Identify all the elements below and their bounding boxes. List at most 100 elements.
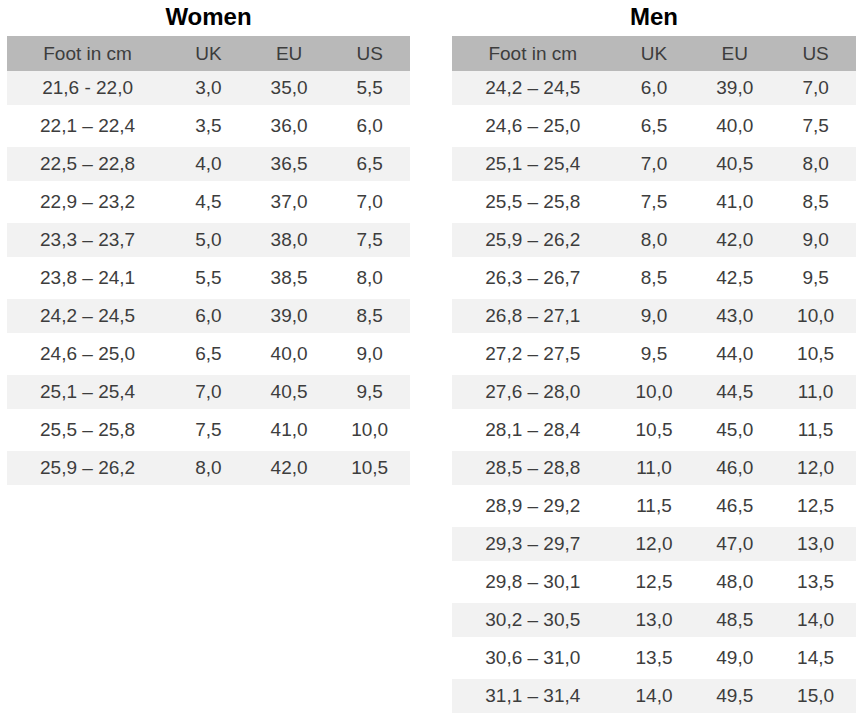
table-cell: 9,0 — [329, 337, 410, 375]
column-header-us: US — [775, 36, 856, 71]
table-cell: 30,6 – 31,0 — [452, 641, 614, 679]
table-cell: 7,0 — [329, 185, 410, 223]
table-header-row: Foot in cm UK EU US — [7, 36, 410, 71]
table-cell: 28,5 – 28,8 — [452, 451, 614, 489]
table-cell: 24,2 – 24,5 — [7, 299, 168, 337]
table-row: 25,1 – 25,47,040,58,0 — [452, 147, 856, 185]
table-cell: 7,5 — [168, 413, 249, 451]
table-cell: 43,0 — [694, 299, 775, 337]
table-row: 25,5 – 25,87,541,010,0 — [7, 413, 410, 451]
table-cell: 7,0 — [168, 375, 249, 413]
men-table-body: 24,2 – 24,56,039,07,024,6 – 25,06,540,07… — [452, 71, 856, 717]
table-cell: 6,0 — [168, 299, 249, 337]
women-table-body: 21,6 - 22,03,035,05,522,1 – 22,43,536,06… — [7, 71, 410, 489]
table-cell: 49,5 — [694, 679, 775, 717]
table-row: 30,6 – 31,013,549,014,5 — [452, 641, 856, 679]
table-cell: 40,0 — [249, 337, 330, 375]
column-header-foot-in-cm: Foot in cm — [452, 36, 614, 71]
table-row: 26,3 – 26,78,542,59,5 — [452, 261, 856, 299]
men-size-table: Foot in cm UK EU US 24,2 – 24,56,039,07,… — [452, 36, 856, 717]
table-cell: 45,0 — [694, 413, 775, 451]
table-cell: 8,0 — [775, 147, 856, 185]
table-cell: 25,1 – 25,4 — [452, 147, 614, 185]
table-cell: 14,5 — [775, 641, 856, 679]
table-cell: 49,0 — [694, 641, 775, 679]
table-cell: 27,6 – 28,0 — [452, 375, 614, 413]
table-cell: 22,5 – 22,8 — [7, 147, 168, 185]
table-row: 30,2 – 30,513,048,514,0 — [452, 603, 856, 641]
table-cell: 42,0 — [694, 223, 775, 261]
table-cell: 27,2 – 27,5 — [452, 337, 614, 375]
table-cell: 9,5 — [775, 261, 856, 299]
table-cell: 24,6 – 25,0 — [452, 109, 614, 147]
table-cell: 28,9 – 29,2 — [452, 489, 614, 527]
table-row: 24,2 – 24,56,039,08,5 — [7, 299, 410, 337]
men-size-table-section: Men Foot in cm UK EU US 24,2 – 24,56,039… — [452, 0, 856, 717]
table-cell: 15,0 — [775, 679, 856, 717]
column-header-uk: UK — [614, 36, 695, 71]
table-cell: 23,8 – 24,1 — [7, 261, 168, 299]
table-cell: 8,0 — [614, 223, 695, 261]
table-cell: 4,5 — [168, 185, 249, 223]
table-cell: 13,5 — [614, 641, 695, 679]
column-header-eu: EU — [694, 36, 775, 71]
table-row: 28,1 – 28,410,545,011,5 — [452, 413, 856, 451]
table-row: 25,9 – 26,28,042,09,0 — [452, 223, 856, 261]
table-cell: 38,0 — [249, 223, 330, 261]
table-cell: 7,5 — [329, 223, 410, 261]
table-cell: 12,5 — [614, 565, 695, 603]
table-cell: 24,6 – 25,0 — [7, 337, 168, 375]
table-cell: 14,0 — [614, 679, 695, 717]
table-cell: 9,0 — [775, 223, 856, 261]
table-cell: 40,5 — [249, 375, 330, 413]
table-cell: 5,0 — [168, 223, 249, 261]
table-cell: 47,0 — [694, 527, 775, 565]
table-cell: 12,5 — [775, 489, 856, 527]
table-row: 25,5 – 25,87,541,08,5 — [452, 185, 856, 223]
table-row: 31,1 – 31,414,049,515,0 — [452, 679, 856, 717]
table-cell: 36,5 — [249, 147, 330, 185]
table-cell: 10,0 — [775, 299, 856, 337]
table-cell: 41,0 — [249, 413, 330, 451]
table-cell: 31,1 – 31,4 — [452, 679, 614, 717]
table-cell: 10,0 — [614, 375, 695, 413]
column-header-eu: EU — [249, 36, 330, 71]
table-cell: 48,5 — [694, 603, 775, 641]
table-cell: 22,1 – 22,4 — [7, 109, 168, 147]
table-cell: 8,5 — [329, 299, 410, 337]
table-cell: 41,0 — [694, 185, 775, 223]
table-cell: 40,5 — [694, 147, 775, 185]
table-cell: 44,0 — [694, 337, 775, 375]
column-header-us: US — [329, 36, 410, 71]
table-cell: 5,5 — [168, 261, 249, 299]
table-cell: 13,0 — [614, 603, 695, 641]
table-cell: 26,8 – 27,1 — [452, 299, 614, 337]
table-cell: 5,5 — [329, 71, 410, 109]
table-row: 25,9 – 26,28,042,010,5 — [7, 451, 410, 489]
table-cell: 25,9 – 26,2 — [452, 223, 614, 261]
table-cell: 12,0 — [775, 451, 856, 489]
table-cell: 3,0 — [168, 71, 249, 109]
table-cell: 25,9 – 26,2 — [7, 451, 168, 489]
table-cell: 11,0 — [614, 451, 695, 489]
table-cell: 10,5 — [775, 337, 856, 375]
table-row: 24,2 – 24,56,039,07,0 — [452, 71, 856, 109]
table-cell: 42,5 — [694, 261, 775, 299]
table-row: 22,1 – 22,43,536,06,0 — [7, 109, 410, 147]
table-cell: 7,0 — [775, 71, 856, 109]
table-row: 23,8 – 24,15,538,58,0 — [7, 261, 410, 299]
table-cell: 46,5 — [694, 489, 775, 527]
table-cell: 10,5 — [329, 451, 410, 489]
table-cell: 48,0 — [694, 565, 775, 603]
table-cell: 39,0 — [694, 71, 775, 109]
table-cell: 13,5 — [775, 565, 856, 603]
table-cell: 11,0 — [775, 375, 856, 413]
table-cell: 39,0 — [249, 299, 330, 337]
table-cell: 26,3 – 26,7 — [452, 261, 614, 299]
table-cell: 22,9 – 23,2 — [7, 185, 168, 223]
table-cell: 8,0 — [329, 261, 410, 299]
table-row: 22,5 – 22,84,036,56,5 — [7, 147, 410, 185]
table-cell: 4,0 — [168, 147, 249, 185]
table-row: 27,6 – 28,010,044,511,0 — [452, 375, 856, 413]
column-header-uk: UK — [168, 36, 249, 71]
